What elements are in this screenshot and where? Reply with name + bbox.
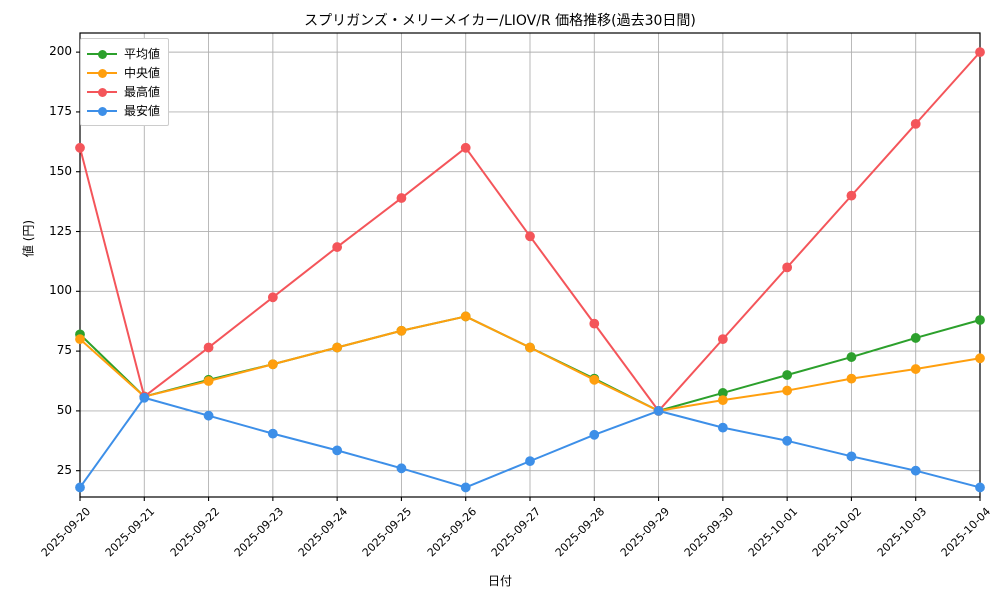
series-3	[75, 47, 985, 416]
legend-label: 平均値	[124, 47, 161, 61]
y-axis-label: 値 (円)	[21, 219, 36, 258]
y-tick-label: 200	[49, 44, 72, 59]
axis-ticks	[76, 51, 981, 501]
y-tick-label: 25	[56, 462, 72, 477]
series-4	[75, 392, 985, 493]
legend-marker-icon	[87, 104, 117, 118]
legend-item-2: 中央値	[87, 63, 160, 82]
y-tick-label: 175	[49, 103, 72, 118]
legend-item-3: 最高値	[87, 82, 160, 101]
legend-item-1: 平均値	[87, 44, 160, 63]
y-tick-label: 100	[49, 283, 72, 298]
grid-lines	[79, 33, 981, 497]
x-axis-label: 日付	[487, 574, 512, 588]
y-tick-label: 150	[49, 163, 72, 178]
y-tick-label: 125	[49, 223, 72, 238]
legend-marker-icon	[87, 47, 117, 61]
legend-marker-icon	[87, 66, 117, 80]
y-tick-label: 50	[56, 402, 72, 417]
chart-title: スプリガンズ・メリーメイカー/LIOV/R 価格推移(過去30日間)	[304, 13, 696, 29]
legend-label: 最高値	[124, 85, 161, 99]
legend-item-4: 最安値	[87, 101, 160, 120]
legend-label: 中央値	[124, 66, 161, 80]
y-tick-label: 75	[56, 343, 72, 358]
chart-legend: 平均値中央値最高値最安値	[80, 38, 170, 126]
legend-marker-icon	[87, 85, 117, 99]
legend-label: 最安値	[124, 104, 161, 118]
